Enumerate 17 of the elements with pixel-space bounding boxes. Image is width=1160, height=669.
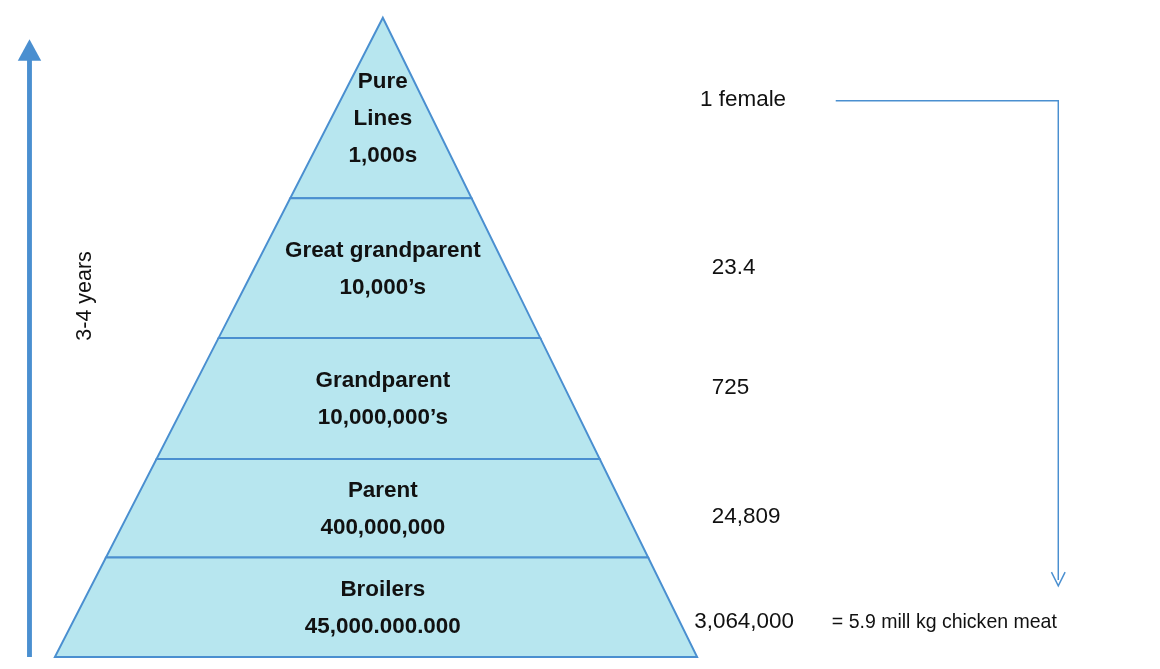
category-label: Parent <box>347 477 419 503</box>
data-label: 23.4 <box>711 254 756 280</box>
data-label: 10,000,000’s <box>317 404 448 430</box>
data-label: 400,000,000 <box>320 514 446 540</box>
data-label: 45,000.000.000 <box>304 613 461 639</box>
data-label: 24,809 <box>711 503 781 529</box>
data-label: 725 <box>711 374 750 400</box>
category-label: Grandparent <box>315 367 451 393</box>
category-label: Pure Lines <box>353 68 413 131</box>
category-label: Broilers <box>340 576 426 602</box>
category-label: Great grandparent <box>284 237 482 263</box>
text: = 5.9 mill kg chicken meat <box>831 609 1058 632</box>
data-label: 1,000s <box>348 142 418 168</box>
data-label: 10,000’s <box>339 274 427 300</box>
text: 3-4 years <box>72 251 97 341</box>
data-label: 1 female <box>700 86 787 112</box>
data-label: 3,064,000 <box>694 608 795 634</box>
